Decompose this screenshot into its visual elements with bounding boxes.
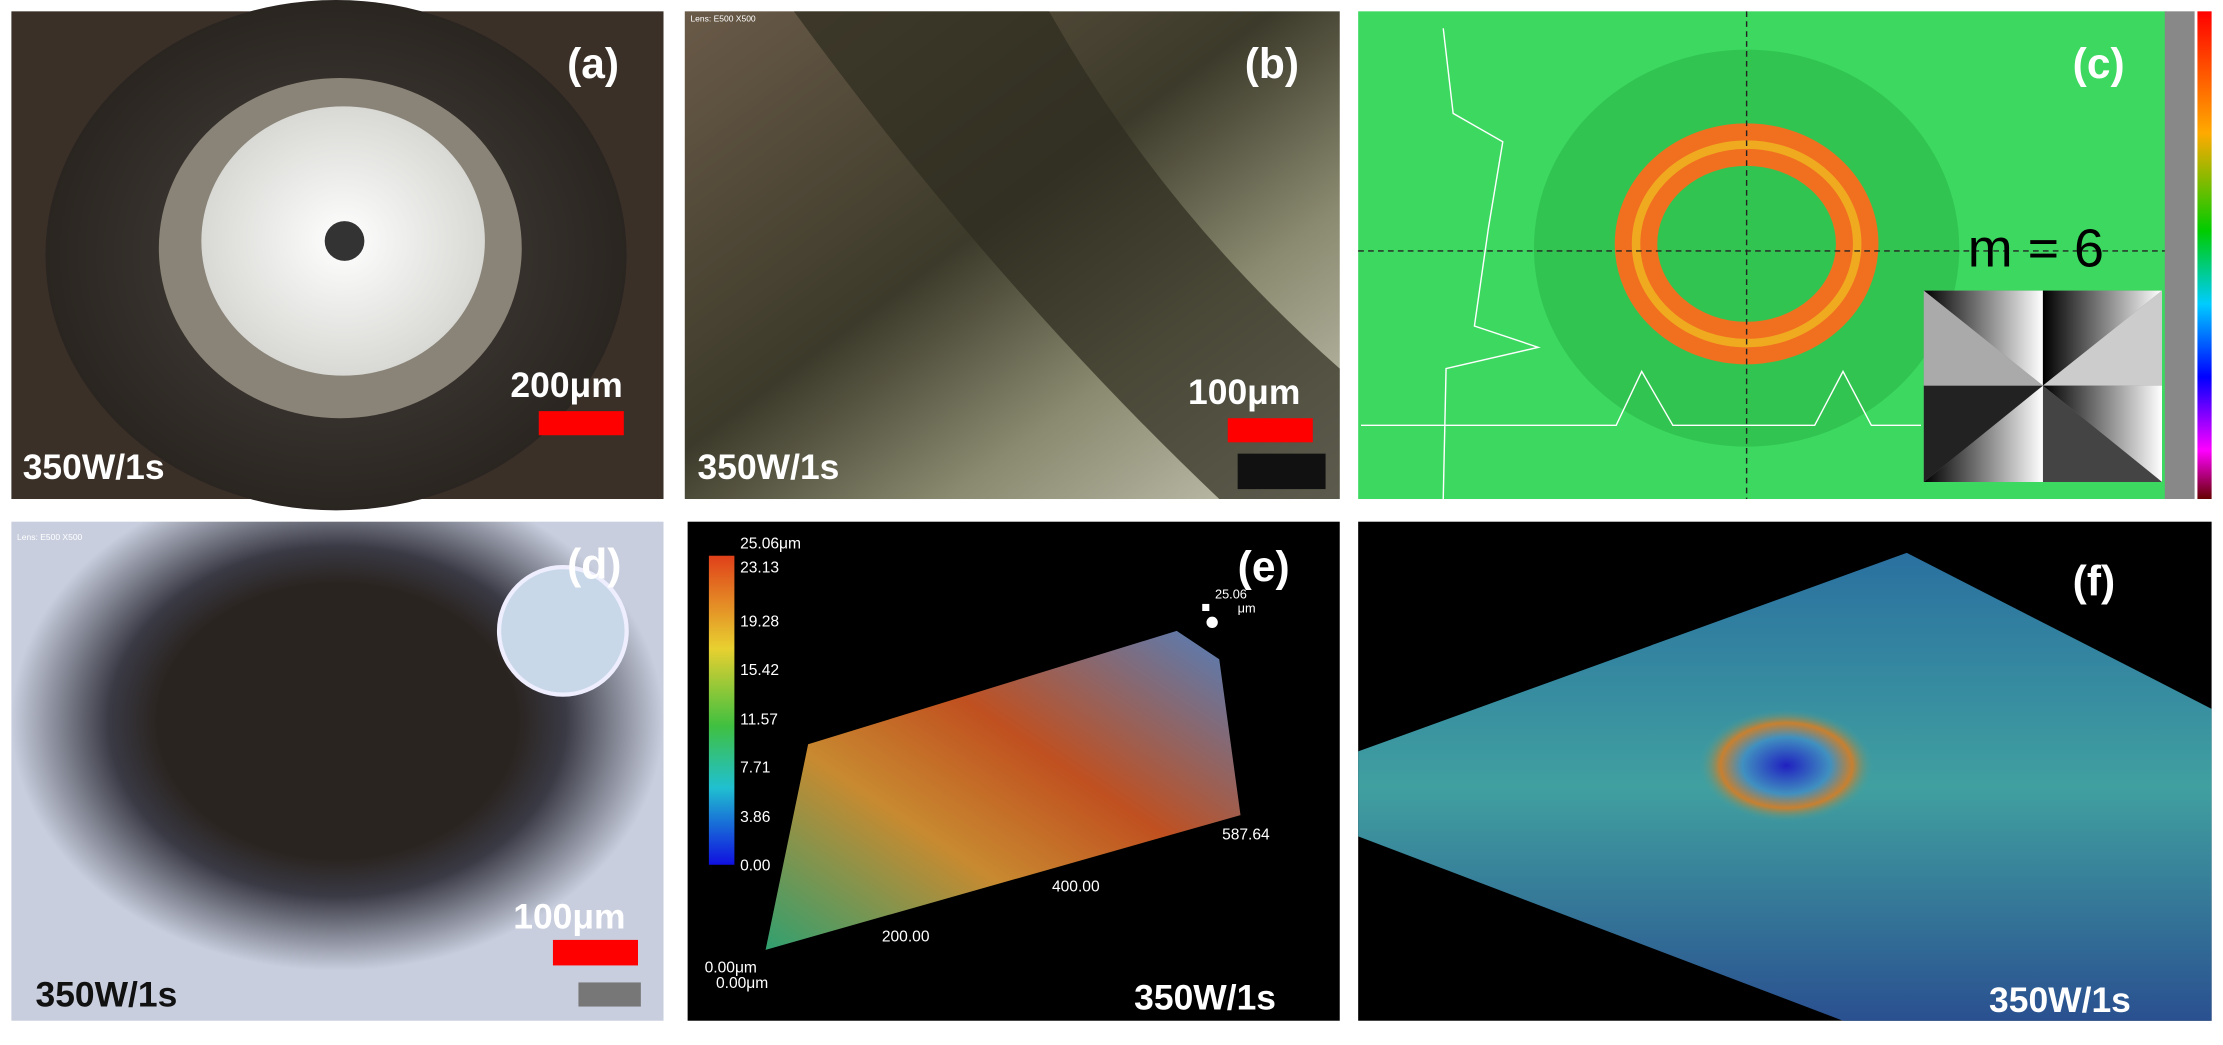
scale-bar-label: 100μm <box>513 897 625 937</box>
droplet <box>496 564 629 697</box>
panel-c: m = 6 (c) <box>1358 11 2212 500</box>
condition: 350W/1s <box>23 447 165 487</box>
marker <box>1202 603 1210 612</box>
colorbar-label: 23.13 <box>740 560 779 577</box>
surface <box>765 630 1241 950</box>
colorbar-label: 7.71 <box>740 760 770 777</box>
axis-label: 0.00μm <box>705 960 757 977</box>
mode-label: m = 6 <box>1968 219 2104 279</box>
scale-bar <box>552 939 638 966</box>
axis-label: 400.00 <box>1052 879 1100 896</box>
colorbar-label: 11.57 <box>740 711 778 728</box>
marker <box>1206 616 1218 629</box>
pinwheel-inset <box>1923 290 2162 483</box>
scale-bar-label: 100μm <box>1188 372 1300 412</box>
panel-label: (e) <box>1238 544 1290 591</box>
condition: 350W/1s <box>35 975 177 1015</box>
condition: 350W/1s <box>1134 977 1276 1017</box>
panel-d: Lens: E500 X500 (d) 100μm 350W/1s <box>11 521 664 1021</box>
axis-label: 0.00μm <box>716 975 768 992</box>
colorbar-label: 0.00 <box>740 857 771 874</box>
colorbar <box>2197 11 2212 500</box>
halo <box>1533 49 1960 447</box>
colorbar-label: 15.42 <box>740 662 779 679</box>
profile <box>1442 28 1541 500</box>
panel-a: (a) 200μm 350W/1s <box>11 0 664 511</box>
condition: 350W/1s <box>1989 980 2131 1020</box>
band <box>793 11 1340 500</box>
panel-label: (f) <box>2073 558 2115 605</box>
colorbar-label: 3.86 <box>740 809 770 826</box>
scale-bar-label: 200μm <box>510 365 622 405</box>
panel-b: Lens: E500 X500 (b) 100μm 350W/1s <box>684 11 1340 500</box>
panel-label: (d) <box>567 541 621 588</box>
overlay-box <box>578 982 641 1007</box>
axis-label: 587.64 <box>1222 826 1270 843</box>
crater <box>1698 708 1875 823</box>
panel-label: (b) <box>1245 41 1299 88</box>
max-label: μm <box>1238 600 1256 615</box>
profile <box>1361 369 1921 427</box>
panel-label: (c) <box>2073 41 2125 88</box>
colorbar-label: 25.06μm <box>740 536 801 553</box>
panel-f: (f) 350W/1s <box>1358 521 2212 1021</box>
condition: 350W/1s <box>698 447 840 487</box>
scale-bar <box>538 411 624 436</box>
lens-info: Lens: E500 X500 <box>17 532 82 542</box>
lens-info: Lens: E500 X500 <box>690 13 755 23</box>
panel-label: (a) <box>567 41 619 88</box>
colorbar-label: 19.28 <box>740 614 779 631</box>
colorbar <box>708 555 735 865</box>
overlay-box <box>1237 453 1326 490</box>
scale-bar <box>1227 418 1313 443</box>
hole <box>324 221 365 261</box>
axis-label: 200.00 <box>882 928 930 945</box>
panel-e: 25.06μm 23.13 19.28 15.42 11.57 7.71 3.8… <box>687 521 1340 1021</box>
colorbar-frame <box>2164 11 2195 500</box>
max-label: 25.06 <box>1215 586 1247 601</box>
